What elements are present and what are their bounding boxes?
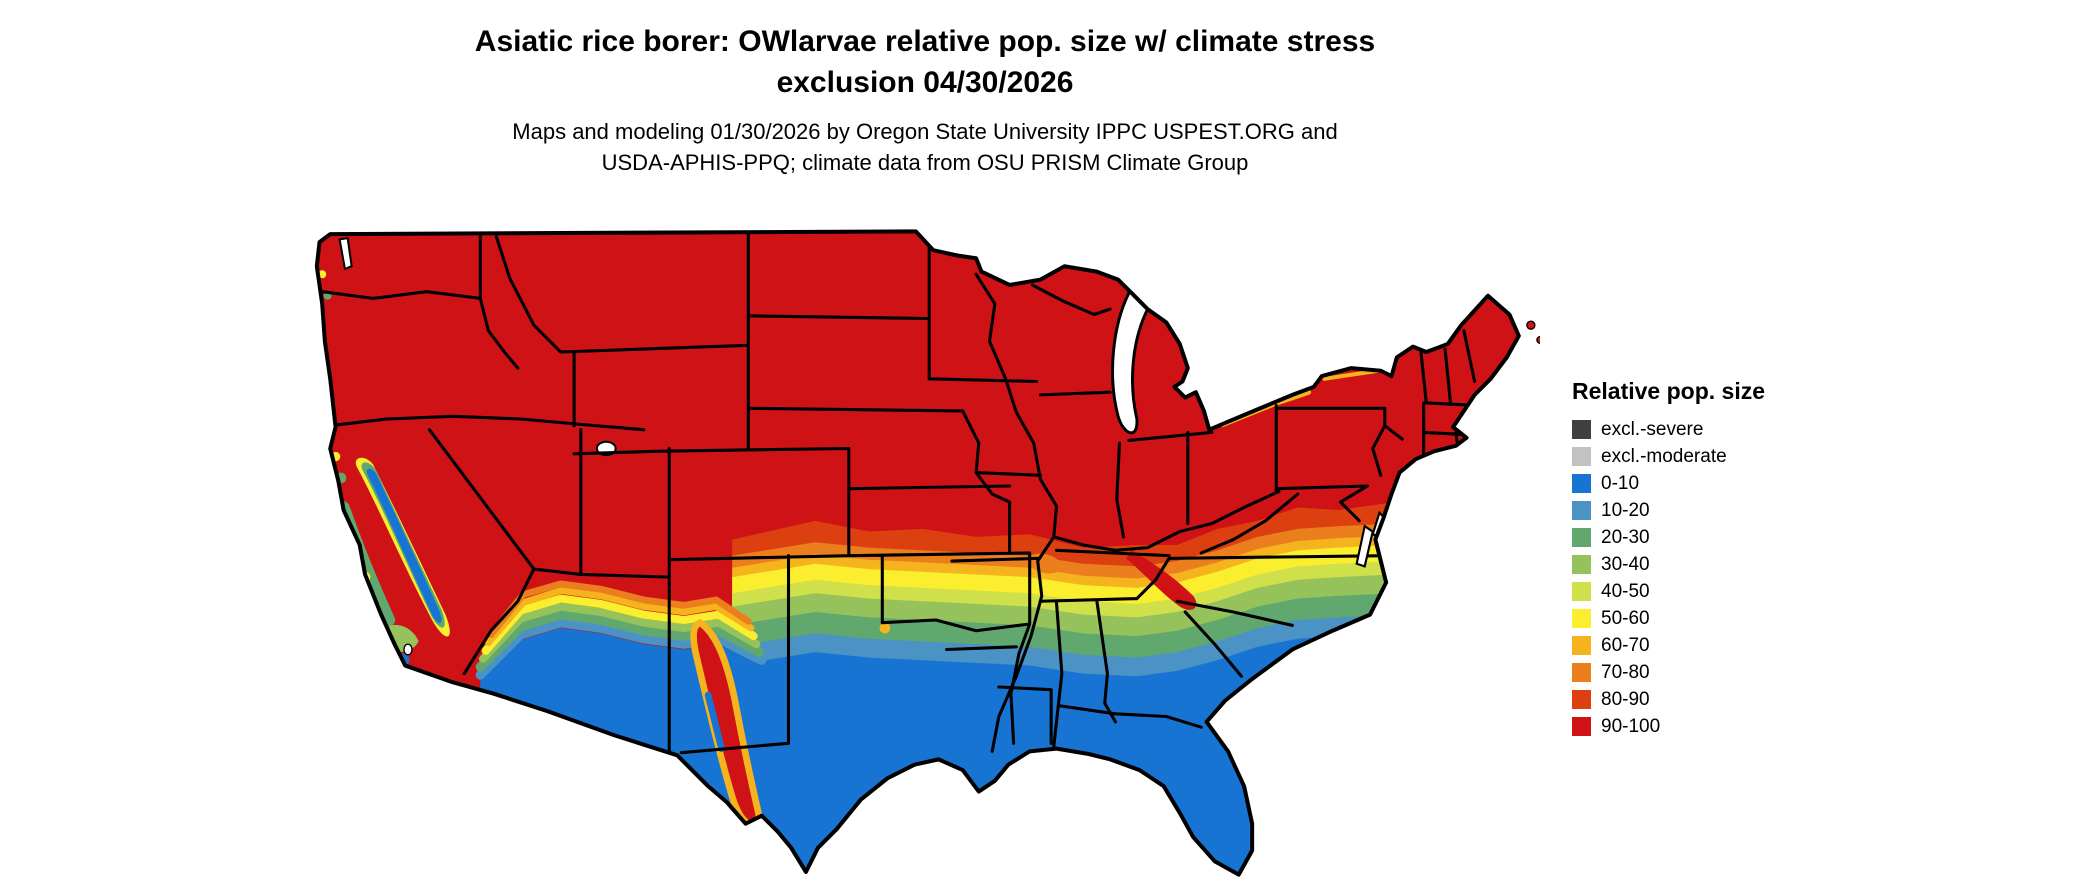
state-borders	[320, 232, 1482, 755]
rio-grande-valley-strip	[704, 691, 725, 752]
map-subtitle: Maps and modeling 01/30/2026 by Oregon S…	[0, 116, 1850, 178]
map-subtitle-line2: USDA-APHIS-PPQ; climate data from OSU PR…	[601, 150, 1249, 176]
legend-swatch	[1572, 501, 1591, 520]
legend-items: excl.-severe excl.-moderate 0-10 10-20 20-30…	[1572, 416, 1765, 740]
legend-swatch	[1572, 609, 1591, 628]
map-title-line2: exclusion 04/30/2026	[776, 65, 1074, 99]
map-fill-layers	[316, 231, 1519, 875]
legend-swatch	[1572, 555, 1591, 574]
chesapeake-bay	[1355, 524, 1374, 568]
legend-item: 50-60	[1572, 605, 1765, 632]
appalachian-red-finger	[1126, 550, 1197, 610]
legend-item: 80-90	[1572, 686, 1765, 713]
legend-item: excl.-severe	[1572, 416, 1765, 443]
legend-swatch	[1572, 582, 1591, 601]
legend-swatch	[1572, 474, 1591, 493]
us-map	[305, 218, 1540, 888]
legend-item-label: 40-50	[1601, 580, 1650, 602]
us-map-container	[305, 218, 1540, 888]
legend-item-label: excl.-moderate	[1601, 445, 1727, 467]
legend-item: excl.-moderate	[1572, 443, 1765, 470]
island	[1536, 335, 1540, 344]
legend-item-label: 20-30	[1601, 526, 1650, 548]
legend-item: 30-40	[1572, 551, 1765, 578]
fringe-30-40	[478, 602, 761, 663]
legend-swatch	[1572, 636, 1591, 655]
fringe-70-80	[487, 580, 752, 639]
legend-swatch	[1572, 420, 1591, 439]
legend-swatch	[1572, 663, 1591, 682]
legend-item: 0-10	[1572, 470, 1765, 497]
legend-item: 70-80	[1572, 659, 1765, 686]
puget-sound	[338, 236, 353, 271]
state-borders-east	[997, 283, 1404, 748]
legend-item-label: 0-10	[1601, 472, 1640, 494]
legend-swatch	[1572, 447, 1591, 466]
legend-item: 10-20	[1572, 497, 1765, 524]
fringe-50-60	[481, 594, 758, 655]
legend-swatch	[1572, 528, 1591, 547]
island	[1526, 320, 1536, 330]
detail-dab	[370, 614, 382, 626]
state-borders-west	[320, 232, 1032, 755]
legend-swatch	[1572, 690, 1591, 709]
legend-item-label: 80-90	[1601, 688, 1650, 710]
map-subtitle-line1: Maps and modeling 01/30/2026 by Oregon S…	[512, 119, 1338, 144]
legend-item: 40-50	[1572, 578, 1765, 605]
legend: Relative pop. size excl.-severe excl.-mod…	[1572, 378, 1765, 740]
legend-item-label: excl.-severe	[1601, 418, 1704, 440]
figure-header: Asiatic rice borer: OWlarvae relative po…	[0, 22, 1850, 178]
state-borders-plains	[746, 232, 1059, 753]
offshore-islands	[1526, 320, 1540, 344]
legend-item-label: 90-100	[1601, 715, 1661, 737]
detail-dab	[879, 622, 891, 634]
fringe-60-70	[484, 587, 755, 647]
central-valley-core-0-10	[366, 468, 442, 624]
legend-item: 90-100	[1572, 713, 1765, 740]
legend-item-label: 60-70	[1601, 634, 1650, 656]
legend-item-label: 10-20	[1601, 499, 1650, 521]
legend-title: Relative pop. size	[1572, 378, 1766, 404]
legend-item: 60-70	[1572, 632, 1765, 659]
legend-item-label: 30-40	[1601, 553, 1650, 575]
california-mottle	[326, 433, 450, 667]
legend-item-label: 70-80	[1601, 661, 1650, 683]
salton-sea	[403, 643, 413, 656]
legend-item-label: 50-60	[1601, 607, 1650, 629]
state-borders-northeast	[1419, 329, 1482, 459]
legend-swatch	[1572, 717, 1591, 736]
map-title-line1: Asiatic rice borer: OWlarvae relative po…	[474, 25, 1376, 58]
ontario-shore-fringe	[1322, 368, 1381, 381]
legend-item: 20-30	[1572, 524, 1765, 551]
